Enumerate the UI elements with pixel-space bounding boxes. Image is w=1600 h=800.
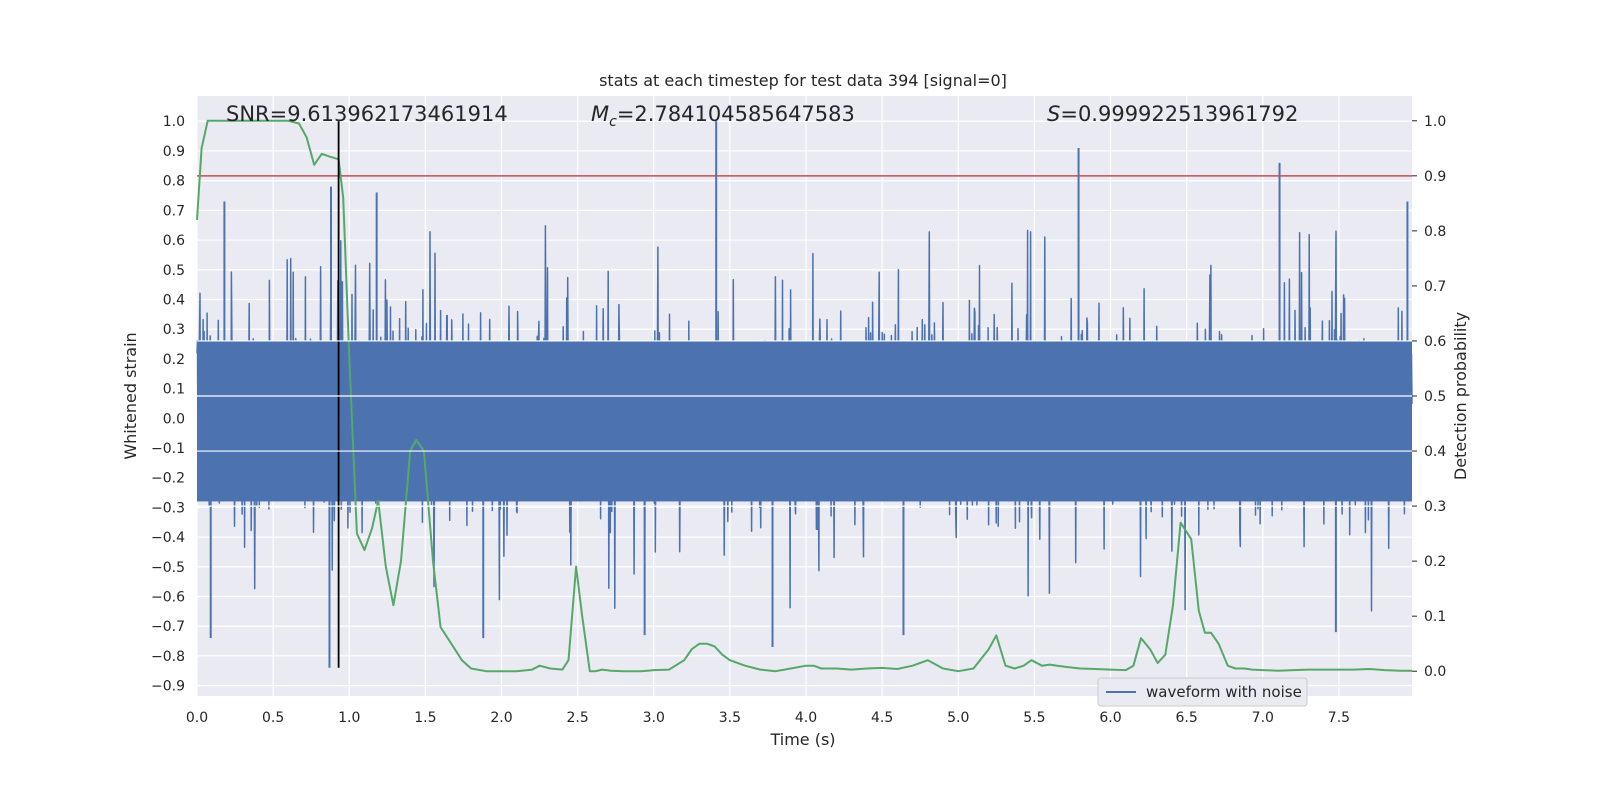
y-left-tick-label: −0.6 — [151, 589, 185, 605]
y-left-tick-label: −0.4 — [151, 530, 185, 546]
y-right-tick-label: 0.4 — [1424, 444, 1446, 460]
legend: waveform with noise — [1097, 677, 1308, 707]
y-left-tick-label: −0.1 — [151, 441, 185, 457]
legend-box — [1097, 677, 1308, 707]
x-axis-label: Time (s) — [769, 730, 835, 749]
y-left-tick-label: −0.9 — [151, 679, 185, 695]
y-left-tick-label: 0.3 — [163, 322, 185, 338]
right-gridlines — [197, 340, 1412, 507]
mc-subscript: c — [609, 114, 617, 130]
y-left-tick-label: −0.7 — [151, 619, 185, 635]
y-left-tick-label: 0.2 — [163, 352, 185, 368]
x-tick-label: 4.5 — [871, 710, 893, 726]
x-tick-label: 7.0 — [1252, 710, 1274, 726]
s-annotation: S=0.999922513961792 — [1047, 102, 1298, 126]
y-left-tick-label: −0.2 — [151, 471, 185, 487]
x-tick-label: 6.5 — [1176, 710, 1198, 726]
y-left-tick-label: 0.0 — [163, 411, 185, 427]
y-right-tick-label: 0.7 — [1424, 279, 1446, 295]
y-right-tick-label: 0.0 — [1424, 664, 1446, 680]
s-label: S — [1047, 102, 1060, 126]
snr-annotation: SNR=9.613962173461914 — [226, 102, 508, 126]
y-right-tick-label: 0.3 — [1424, 499, 1446, 515]
y-left-tick-label: 0.4 — [163, 292, 185, 308]
y-right-tick-label: 0.9 — [1424, 169, 1446, 185]
x-tick-label: 5.5 — [1023, 710, 1045, 726]
x-tick-label: 7.5 — [1328, 710, 1350, 726]
y-right-tick-label: 0.5 — [1424, 389, 1446, 405]
y-left-tick-label: 0.5 — [163, 263, 185, 279]
strain-core-band — [197, 341, 1412, 502]
y-left-tick-label: 1.0 — [163, 114, 185, 130]
x-tick-label: 1.5 — [414, 710, 436, 726]
x-tick-label: 0.5 — [262, 710, 284, 726]
x-tick-label: 1.0 — [338, 710, 360, 726]
y-right-axis-label: Detection probability — [1451, 312, 1470, 480]
y-right-tick-label: 0.1 — [1424, 609, 1446, 625]
y-left-tick-label: −0.8 — [151, 649, 185, 665]
snr-value: =9.613962173461914 — [270, 102, 508, 126]
y-left-tick-labels: −0.9 −0.8 −0.7 −0.6 −0.5 −0.4 −0.3 −0.2 −0.1 0.0 0… — [151, 114, 185, 694]
y-left-tick-label: 0.6 — [163, 233, 185, 249]
y-right-tick-label: 0.2 — [1424, 554, 1446, 570]
x-tick-label: 3.5 — [719, 710, 741, 726]
x-tick-label: 4.0 — [795, 710, 817, 726]
y-left-tick-label: 0.9 — [163, 144, 185, 160]
s-value: =0.999922513961792 — [1060, 102, 1298, 126]
y-left-axis-label: Whitened strain — [121, 332, 140, 459]
y-left-tick-label: 0.7 — [163, 203, 185, 219]
mc-annotation: Mc=2.784104585647583 — [591, 102, 855, 130]
mc-label: M — [591, 102, 609, 126]
strain-trace — [196, 121, 1413, 668]
x-tick-label: 2.0 — [490, 710, 512, 726]
x-tick-label: 5.0 — [947, 710, 969, 726]
probability-layer — [196, 119, 1412, 673]
y-right-tick-labels: 0.0 0.1 0.2 0.3 0.4 0.5 0.6 0.7 0.8 0.9 1.0 — [1412, 114, 1446, 680]
chart-title: stats at each timestep for test data 394… — [599, 71, 1007, 90]
y-right-tick-label: 0.6 — [1424, 334, 1446, 350]
x-tick-label: 3.0 — [643, 710, 665, 726]
y-left-tick-label: 0.1 — [163, 382, 185, 398]
y-left-tick-label: 0.8 — [163, 174, 185, 190]
legend-entry-label: waveform with noise — [1146, 683, 1302, 701]
snr-label: SNR — [226, 102, 270, 126]
x-tick-label: 2.5 — [567, 710, 589, 726]
x-tick-label: 6.0 — [1099, 710, 1121, 726]
probability-series-line — [196, 119, 1412, 673]
y-right-tick-label: 1.0 — [1424, 114, 1446, 130]
y-left-tick-label: −0.5 — [151, 560, 185, 576]
y-right-tick-label: 0.8 — [1424, 224, 1446, 240]
mc-value: =2.784104585647583 — [617, 102, 855, 126]
x-tick-label: 0.0 — [186, 710, 208, 726]
y-left-tick-label: −0.3 — [151, 500, 185, 516]
x-tick-labels: 0.0 0.5 1.0 1.5 2.0 2.5 3.0 3.5 4.0 4.5 5.0 5.5 6.0 6… — [186, 710, 1350, 726]
